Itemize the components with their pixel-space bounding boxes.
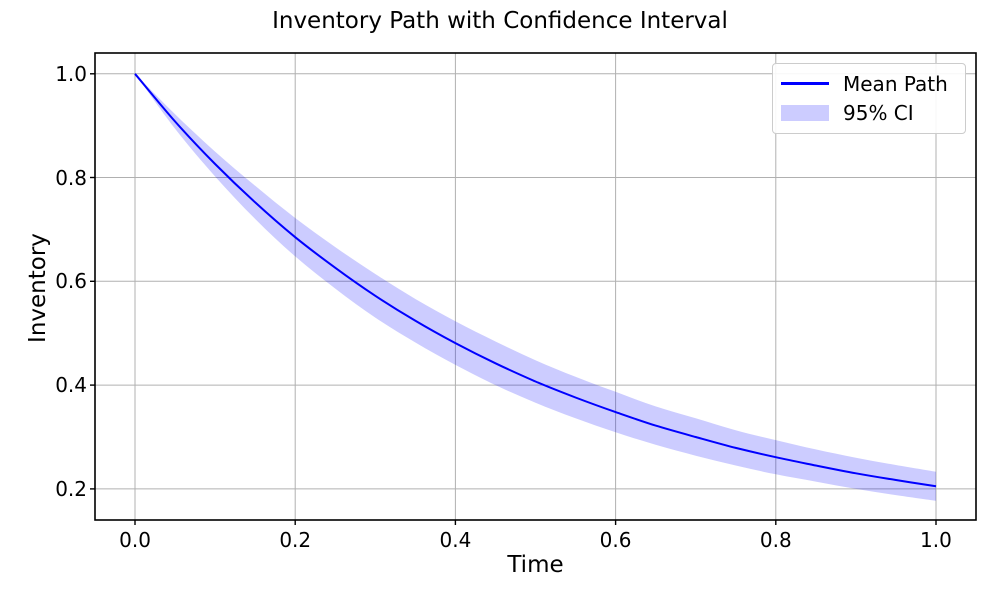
legend-item-ci: 95% CI: [781, 99, 957, 127]
legend-label: 95% CI: [843, 101, 914, 126]
y-tick-label: 0.4: [55, 373, 87, 398]
y-tick-label: 1.0: [55, 61, 87, 86]
legend-label: Mean Path: [843, 71, 948, 96]
legend-patch-swatch: [781, 105, 829, 122]
axes-spines: [94, 52, 977, 521]
ci-band: [135, 73, 936, 501]
mean-line: [134, 73, 937, 488]
x-axis-label: Time: [507, 552, 564, 578]
y-tick-label: 0.2: [55, 476, 87, 501]
legend-item-mean-path: Mean Path: [781, 70, 957, 98]
x-tick-label: 0.8: [759, 528, 792, 552]
x-tick-label: 0.6: [599, 528, 632, 552]
x-tick-label: 0.2: [279, 528, 312, 552]
x-tick-label: 0.0: [119, 528, 151, 552]
x-tick-label: 0.4: [439, 528, 472, 552]
y-axis-label: Inventory: [25, 233, 51, 343]
legend: Mean Path 95% CI: [772, 63, 966, 134]
legend-line-swatch: [781, 82, 829, 86]
chart-title: Inventory Path with Confidence Interval: [272, 8, 728, 34]
x-tick-label: 1.0: [920, 528, 952, 552]
y-tick-label: 0.8: [55, 165, 87, 190]
y-tick-label: 0.6: [55, 269, 87, 294]
